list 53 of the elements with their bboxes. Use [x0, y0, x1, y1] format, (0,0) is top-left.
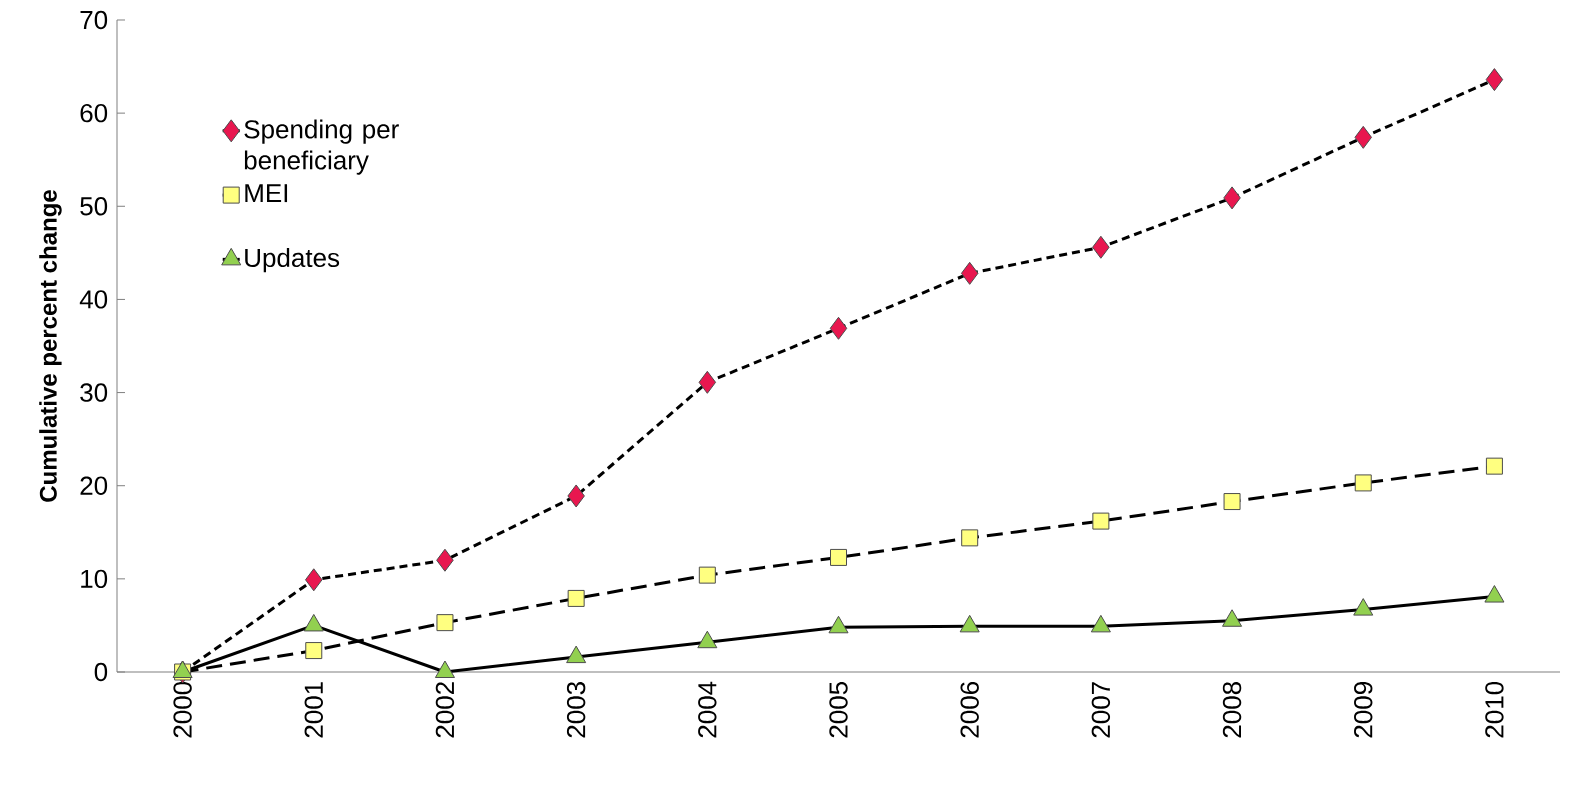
point	[697, 630, 718, 649]
x-tick-label: 2005	[829, 681, 848, 738]
point	[1353, 598, 1374, 616]
y-axis-title: Cumulative percent change	[39, 190, 62, 502]
point	[567, 589, 585, 607]
y-tick-label: 40	[79, 290, 108, 309]
y-tick-label: 50	[80, 197, 108, 216]
x-tick-label: 2004	[698, 681, 717, 738]
point	[436, 614, 454, 632]
point	[959, 614, 980, 633]
point	[1485, 457, 1503, 475]
legend-label: Updates	[245, 247, 340, 273]
point	[1223, 493, 1241, 511]
point	[434, 660, 455, 678]
x-tick-label: 2006	[960, 682, 979, 738]
y-tick-label: 10	[81, 569, 108, 589]
point	[567, 484, 585, 508]
x-tick-label: 2008	[1222, 682, 1242, 738]
point	[305, 568, 323, 592]
x-tick-label: 2003	[566, 682, 586, 738]
point	[1223, 186, 1241, 210]
point	[698, 370, 717, 394]
point	[830, 548, 847, 566]
point	[829, 316, 848, 340]
y-tick-label: 70	[80, 10, 108, 30]
y-tick-label: 0	[94, 662, 108, 682]
point	[566, 645, 587, 664]
point	[1090, 614, 1111, 633]
point	[303, 613, 324, 632]
legend-label: MEI	[245, 184, 288, 203]
point	[1484, 585, 1505, 603]
x-tick-label: 2002	[435, 682, 455, 738]
point	[1222, 609, 1243, 627]
point	[828, 615, 849, 634]
point	[698, 566, 716, 584]
point	[1485, 68, 1504, 92]
x-tick-label: 2010	[1485, 681, 1504, 738]
point	[1092, 512, 1110, 530]
point	[1354, 125, 1372, 149]
point	[1354, 474, 1372, 492]
point	[961, 529, 979, 547]
x-tick-label: 2001	[304, 682, 323, 738]
point	[960, 261, 979, 285]
point	[1092, 235, 1110, 259]
y-tick-label: 60	[80, 103, 108, 123]
point	[436, 548, 454, 572]
y-tick-label: 20	[80, 476, 108, 495]
point	[305, 642, 323, 660]
x-tick-label: 2000	[173, 681, 192, 738]
x-tick-label: 2009	[1354, 682, 1373, 738]
y-tick-label: 30	[80, 383, 108, 402]
legend-label: Spending per beneficiary	[244, 119, 399, 175]
x-tick-label: 2007	[1091, 682, 1111, 738]
